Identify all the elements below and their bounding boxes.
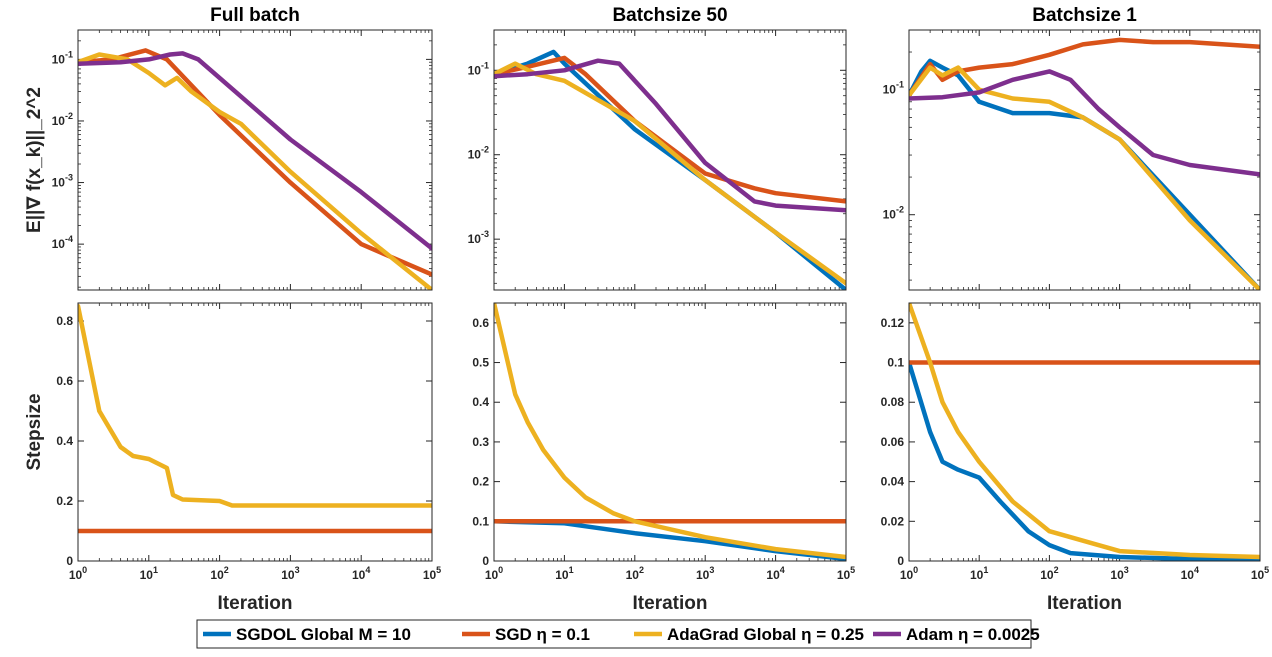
panel-title: Batchsize 1 [1032, 5, 1137, 26]
x-tick-label: 105 [423, 565, 441, 582]
series-line-adagrad-global-0-25 [78, 303, 432, 508]
y-tick-label: 10-2 [52, 111, 73, 128]
x-tick-label: 101 [970, 565, 988, 582]
y-tick-label: 10-1 [883, 80, 904, 97]
y-tick-label: 0.8 [56, 314, 73, 328]
x-tick-label: 100 [69, 565, 87, 582]
axes-box [77, 302, 433, 562]
x-axis-label: Iteration [633, 593, 708, 614]
y-tick-label: 10-4 [52, 234, 73, 251]
legend-label-adagrad-global-0-25: AdaGrad Global η = 0.25 [667, 625, 864, 644]
series-line-adam-0-0025 [494, 58, 846, 213]
y-tick-label: 10-3 [468, 229, 489, 246]
series-line-adagrad-global-0-25 [78, 52, 432, 290]
y-tick-label: 0.5 [472, 356, 489, 370]
y-tick-label: 0.02 [881, 514, 905, 528]
axes-box [908, 302, 1261, 562]
x-tick-label: 105 [837, 565, 855, 582]
y-tick-label: 10-3 [52, 173, 73, 190]
panel-2: 10-3 10-2 10-1 Batchsize 50 [468, 5, 847, 291]
y-tick-label: 0.2 [56, 494, 73, 508]
series-line-adam-0-0025 [78, 51, 432, 251]
x-axis-label: Iteration [1047, 593, 1122, 614]
panel-5: 100 101 102 103 104 105 0 0.1 0.2 0.3 0.4 0.5 0.6 Ite… [472, 302, 855, 614]
x-tick-label: 104 [352, 565, 370, 582]
axes-box [77, 29, 433, 291]
y-tick-label: 0.08 [881, 395, 905, 409]
plot-area [78, 303, 432, 561]
plot-area [78, 30, 432, 290]
y-tick-label: 10-2 [468, 145, 489, 162]
x-tick-label: 103 [281, 565, 299, 582]
y-tick-label: 0.06 [881, 435, 905, 449]
x-tick-label: 105 [1251, 565, 1269, 582]
panel-title: Full batch [210, 5, 300, 26]
x-tick-label: 100 [485, 565, 503, 582]
y-tick-label: 0.2 [472, 475, 489, 489]
x-tick-label: 104 [1181, 565, 1199, 582]
y-tick-label: 0.6 [56, 374, 73, 388]
x-tick-label: 103 [1110, 565, 1128, 582]
legend: SGDOL Global M = 10 SGD η = 0.1 AdaGrad Gl… [196, 619, 1040, 649]
x-tick-label: 104 [766, 565, 784, 582]
series-line-sgdol-global-m-10 [909, 360, 1260, 561]
legend-label-sgd-0-1: SGD η = 0.1 [495, 625, 590, 644]
series-line-adagrad-global-0-25 [494, 303, 846, 560]
y-tick-label: 10-1 [468, 60, 489, 77]
axes-box [908, 29, 1261, 291]
y-tick-label: 10-1 [52, 49, 73, 66]
series-line-adam-0-0025 [909, 69, 1260, 177]
series-line-adagrad-global-0-25 [909, 303, 1260, 560]
series-line-sgd-0-1 [909, 37, 1260, 98]
panel-6: 100 101 102 103 104 105 0 0.02 0.04 0.06 0.08 0.1 0.… [881, 302, 1269, 614]
legend-label-sgdol-global-m-10: SGDOL Global M = 10 [236, 625, 411, 644]
x-tick-label: 100 [900, 565, 918, 582]
x-axis-label: Iteration [218, 593, 293, 614]
x-tick-label: 101 [555, 565, 573, 582]
x-tick-label: 102 [626, 565, 644, 582]
x-tick-label: 103 [696, 565, 714, 582]
panel-1: 10-4 10-3 10-2 10-1 Full batch E||∇ f(x_k)||_… [24, 5, 433, 291]
y-tick-label: 0.4 [56, 434, 73, 448]
y-axis-label: E||∇ f(x_k)||_2^2 [24, 87, 45, 233]
y-tick-label: 0.3 [472, 435, 489, 449]
x-tick-label: 102 [1040, 565, 1058, 582]
y-axis-label: Stepsize [24, 393, 45, 470]
axes-box [493, 29, 847, 291]
y-tick-label: 10-2 [883, 205, 904, 222]
y-tick-label: 0.4 [472, 395, 489, 409]
plot-area [909, 303, 1260, 561]
panel-title: Batchsize 50 [612, 5, 727, 26]
plot-area [494, 30, 846, 290]
y-tick-label: 0.6 [472, 316, 489, 330]
x-tick-label: 102 [210, 565, 228, 582]
axes-box [493, 302, 847, 562]
series-line-adagrad-global-0-25 [494, 61, 846, 286]
plot-area [909, 30, 1260, 290]
panel-3: 10-2 10-1 Batchsize 1 [883, 5, 1261, 291]
y-tick-label: 0.12 [881, 316, 905, 330]
y-tick-label: 0 [897, 554, 904, 568]
y-tick-label: 0 [66, 554, 73, 568]
y-tick-label: 0.04 [881, 475, 905, 489]
y-tick-label: 0.1 [472, 514, 489, 528]
y-tick-label: 0.1 [887, 356, 904, 370]
y-tick-label: 0 [482, 554, 489, 568]
x-tick-label: 101 [140, 565, 158, 582]
legend-label-adam-0-0025: Adam η = 0.0025 [906, 625, 1040, 644]
plot-area [494, 303, 846, 561]
series-line-adagrad-global-0-25 [909, 65, 1260, 290]
panel-4: 100 101 102 103 104 105 0 0.2 0.4 0.6 0.8 Iteration… [24, 302, 441, 614]
